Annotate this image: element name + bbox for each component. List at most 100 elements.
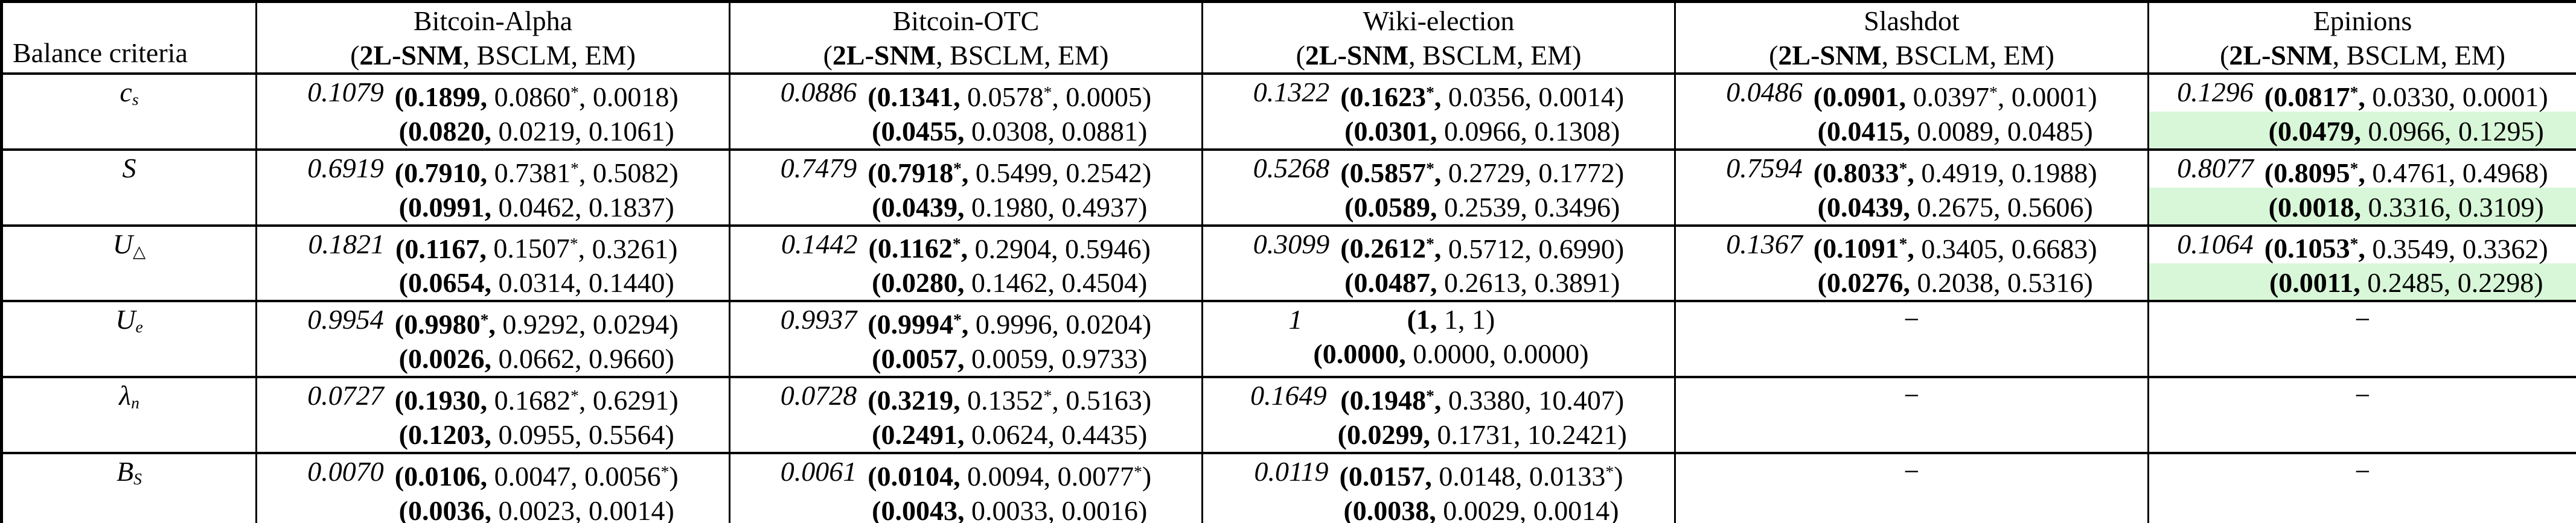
significance-asterisk: * <box>569 234 578 253</box>
value: (0.0589, <box>1344 191 1437 223</box>
estimate-line-1: (0.8033*, 0.4919, 0.1988) <box>1814 151 2097 190</box>
cell-U_e-bitcoin-otc: 0.9937 (0.9994*, 0.9996, 0.0204) (0.0057, … <box>729 300 1203 379</box>
estimate-line-2: (0.0280, 0.1462, 0.4504) <box>872 265 1147 300</box>
true-value: 0.8077 <box>2177 152 2254 183</box>
value: (0.0299, <box>1337 419 1430 450</box>
value: 10.2421) <box>1520 419 1627 450</box>
true-value: 0.0727 <box>307 380 384 411</box>
significance-asterisk: * <box>660 461 670 481</box>
estimates-stack: (0.0104, 0.0094, 0.0077*) (0.0043, 0.0033… <box>868 454 1151 523</box>
value: 0.0860*, <box>487 81 586 112</box>
value: (0.9980*, <box>394 309 496 340</box>
value: (1, <box>1407 304 1437 335</box>
significance-asterisk: * <box>953 310 962 329</box>
cell-content: 0.6919 (0.7910, 0.7381*, 0.5082) (0.0991, … <box>257 151 729 224</box>
value: 0.9733) <box>1054 343 1148 375</box>
value: 0.0662, <box>491 343 582 375</box>
value: (0.7910, <box>394 157 488 188</box>
header-col-slashdot: Slashdot (2L-SNM, BSCLM, EM) <box>1674 0 2149 75</box>
value: 0.2675, <box>1910 191 2001 223</box>
value: (0.1162*, <box>868 233 968 264</box>
value: (0.1091*, <box>1813 233 1914 264</box>
estimates-stack: (0.3219, 0.1352*, 0.5163) (0.2491, 0.0624… <box>868 378 1151 452</box>
label-subscript: n <box>131 393 139 413</box>
value: 0.2485, <box>2360 267 2451 299</box>
value: 0.0005) <box>1058 81 1152 112</box>
significance-asterisk: * <box>1605 461 1614 481</box>
table-row-S: S 0.6919 (0.7910, 0.7381*, 0.5082) (0.0991,… <box>1 148 2576 227</box>
estimates-stack: (0.5857*, 0.2729, 0.1772) (0.0589, 0.2539… <box>1340 151 1624 224</box>
methods-legend: (2L-SNM, BSCLM, EM) <box>350 40 636 71</box>
value: 0.9660) <box>581 343 674 375</box>
cell-content: 0.1322 (0.1623*, 0.0356, 0.0014) (0.0301, … <box>1203 75 1674 148</box>
value: (0.2491, <box>872 419 965 450</box>
estimate-line-2: (0.0018, 0.3316, 0.3109) <box>2269 190 2544 224</box>
value: 0.4761, <box>2365 157 2456 188</box>
value: 0.0000) <box>1496 338 1589 370</box>
value: 0.1061) <box>581 115 674 147</box>
estimate-line-2: (0.0299, 0.1731, 10.2421) <box>1338 417 1627 452</box>
value: 0.0485) <box>2000 115 2093 147</box>
value: 1) <box>1465 304 1495 335</box>
estimate-line-2: (0.0276, 0.2038, 0.5316) <box>1818 265 2093 300</box>
value: 0.4968) <box>2455 157 2548 188</box>
cell-content: 0.1442 (0.1162*, 0.2904, 0.5946) (0.0280, … <box>730 227 1201 300</box>
cell-content: 0.0727 (0.1930, 0.1682*, 0.6291) (0.1203, … <box>257 378 729 452</box>
cell-S-bitcoin-alpha: 0.6919 (0.7910, 0.7381*, 0.5082) (0.0991, … <box>255 148 730 227</box>
estimate-line-1: (0.5857*, 0.2729, 0.1772) <box>1340 151 1624 190</box>
estimate-line-2: (0.0991, 0.0462, 0.1837) <box>399 190 674 224</box>
cell-content: 0.1064 (0.1053*, 0.3549, 0.3362) (0.0011, … <box>2149 227 2576 300</box>
value: (0.0820, <box>398 115 491 147</box>
missing-value-dash: − <box>1903 304 1920 335</box>
value: (0.1053*, <box>2264 233 2365 264</box>
estimate-line-1: (0.1948*, 0.3380, 10.407) <box>1340 378 1624 417</box>
estimate-line-2: (0.0057, 0.0059, 0.9733) <box>872 341 1147 376</box>
estimate-line-2: (0.0043, 0.0033, 0.0016) <box>872 493 1147 523</box>
value: 0.6291) <box>586 384 679 416</box>
value: 0.4919, <box>1914 157 2005 188</box>
table-row-c_s: cs 0.1079 (0.1899, 0.0860*, 0.0018) (0.0820… <box>1 72 2576 151</box>
estimate-line-1: (0.1167, 0.1507*, 0.3261) <box>395 227 677 266</box>
value: 0.5316) <box>2000 267 2093 299</box>
value: 0.3362) <box>2455 233 2548 264</box>
cell-lambda_n-epinions: − <box>2147 376 2576 454</box>
estimates-stack: (0.1948*, 0.3380, 10.407) (0.0299, 0.1731… <box>1338 378 1627 452</box>
cell-B_S-wiki-election: 0.0119 (0.0157, 0.0148, 0.0133*) (0.0038, … <box>1201 451 1676 523</box>
value: 0.0001) <box>2455 81 2548 112</box>
value: 1, <box>1437 304 1465 335</box>
value: (0.0106, <box>394 460 488 492</box>
cell-B_S-epinions: − <box>2147 451 2576 523</box>
estimates-stack: (0.1930, 0.1682*, 0.6291) (0.1203, 0.0955… <box>395 378 679 452</box>
value: 0.0397*, <box>1906 81 2005 112</box>
true-value: 0.1079 <box>307 77 384 107</box>
value: (0.0455, <box>872 115 965 147</box>
true-value: 0.1367 <box>1726 228 1803 259</box>
cell-c_s-epinions: 0.1296 (0.0817*, 0.0330, 0.0001) (0.0479, … <box>2147 72 2576 151</box>
estimate-line-2: (0.2491, 0.0624, 0.4435) <box>872 417 1147 452</box>
value: (0.3219, <box>868 384 960 416</box>
cell-c_s-slashdot: 0.0486 (0.0901, 0.0397*, 0.0001) (0.0415, … <box>1674 72 2149 151</box>
true-value: 0.7479 <box>780 152 857 183</box>
estimate-line-1: (0.1341, 0.0578*, 0.0005) <box>868 75 1151 114</box>
significance-asterisk: * <box>1899 234 1908 253</box>
value: 0.1980, <box>964 191 1055 223</box>
cell-content: 0.0119 (0.0157, 0.0148, 0.0133*) (0.0038, … <box>1203 454 1674 523</box>
cell-U_triangle-bitcoin-alpha: 0.1821 (0.1167, 0.1507*, 0.3261) (0.0654, … <box>255 224 730 303</box>
true-value: 0.9954 <box>307 304 384 335</box>
cell-content: 0.1821 (0.1167, 0.1507*, 0.3261) (0.0654, … <box>257 227 729 300</box>
significance-asterisk: * <box>1043 386 1052 405</box>
value: 0.0018) <box>586 81 679 112</box>
value: 0.5499, <box>968 157 1059 188</box>
label-subscript: S <box>133 469 142 489</box>
value: 0.4504) <box>1055 267 1148 299</box>
value: (0.0487, <box>1344 267 1437 299</box>
value: (0.1203, <box>398 419 491 450</box>
significance-asterisk: * <box>953 158 962 177</box>
cell-content: 0.9954 (0.9980*, 0.9292, 0.0294) (0.0026, … <box>257 302 729 376</box>
row-label-c_s: cs <box>1 72 257 151</box>
value: 0.0089, <box>1910 115 2001 147</box>
estimates-stack: (0.1053*, 0.3549, 0.3362) (0.0011, 0.2485… <box>2264 227 2548 300</box>
cell-lambda_n-bitcoin-otc: 0.0728 (0.3219, 0.1352*, 0.5163) (0.2491, … <box>729 376 1203 454</box>
true-value: 0.0119 <box>1254 455 1329 487</box>
